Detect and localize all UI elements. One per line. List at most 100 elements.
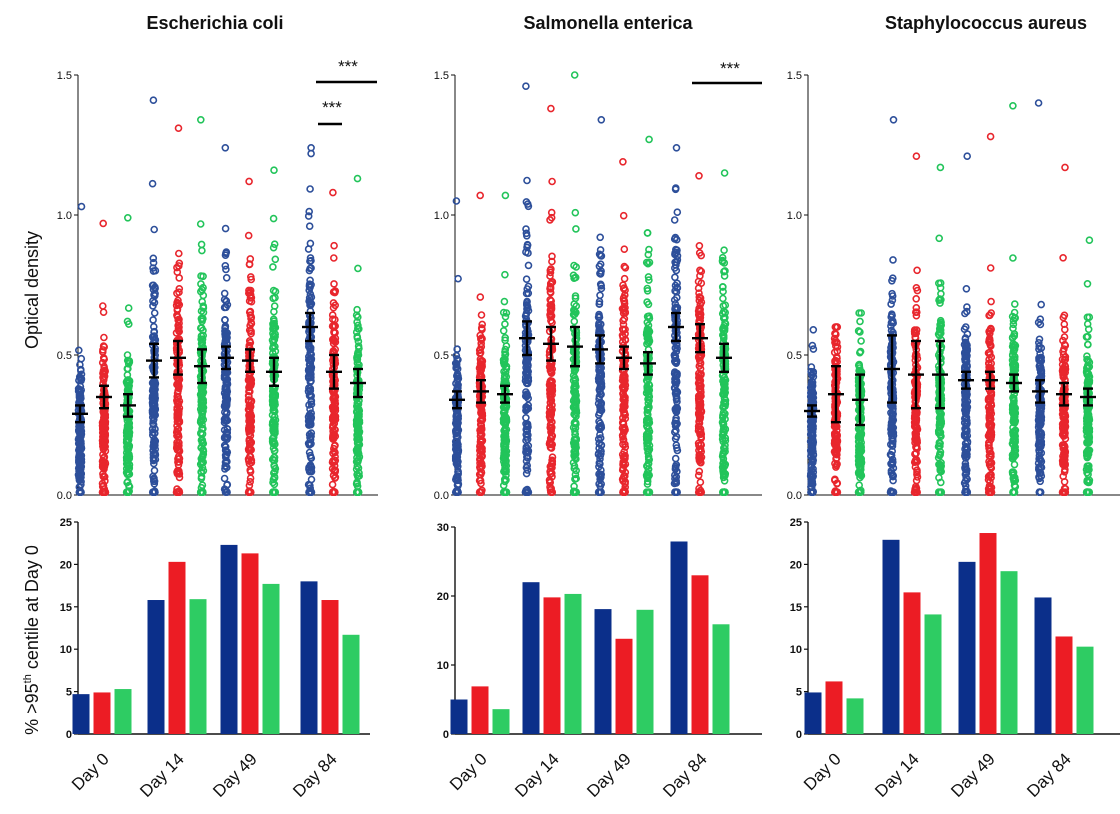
data-point [307,409,316,418]
data-point [963,443,971,452]
data-point [1060,467,1069,476]
data-point [77,375,86,383]
data-point [985,327,994,335]
data-point [197,240,206,249]
data-point [597,284,606,293]
data-point [99,302,107,310]
data-point [304,388,313,396]
data-point [124,304,133,312]
data-point [619,395,628,404]
data-point [476,191,485,200]
data-point [353,488,362,497]
data-point [269,315,278,324]
data-point [642,258,651,267]
data-point [476,293,485,301]
data-point [304,212,313,220]
data-point [220,289,229,298]
data-point [595,462,603,471]
data-point [912,435,921,444]
data-point [547,208,556,217]
data-point [355,344,363,353]
data-point [353,332,362,341]
data-point [223,425,232,434]
significance-label: *** [338,57,358,76]
data-point [913,266,921,275]
data-point [151,291,159,300]
data-point [620,424,629,432]
data-point [524,423,532,431]
data-point [269,416,278,425]
data-point [223,375,232,384]
data-point [809,471,817,480]
data-point [1060,340,1069,349]
data-point [545,381,554,389]
data-point [501,418,510,427]
data-point [269,294,278,303]
data-point [306,254,315,262]
data-point [547,313,555,321]
data-point [618,304,627,313]
data-point [269,286,278,295]
data-point [572,263,581,271]
data-point [475,446,484,455]
data-point [644,259,652,268]
data-point [962,348,970,356]
data-point [245,406,253,415]
data-point [887,459,896,468]
data-point [221,458,230,467]
data-point [269,439,277,448]
data-point [149,316,157,324]
data-point [594,450,603,459]
data-point [696,397,705,406]
data-point [329,488,338,497]
data-point [198,297,206,306]
data-point [477,479,485,488]
data-point [1035,451,1044,460]
data-point [246,291,255,299]
data-point [523,176,531,185]
data-point [245,337,254,345]
data-point [149,420,158,429]
data-point [307,370,315,378]
data-point [270,302,279,310]
data-point [502,342,511,350]
data-point [1035,427,1043,436]
data-point [222,433,230,442]
data-point [75,468,84,477]
data-point [570,488,579,497]
data-point [695,419,704,428]
data-point [963,152,972,160]
data-point [620,297,629,305]
data-point [986,395,995,404]
data-point [548,252,556,261]
data-point [452,197,461,205]
data-point [476,348,485,357]
data-point [618,347,627,356]
data-point [546,486,555,494]
data-point [75,447,84,455]
data-point [245,443,254,451]
data-point [670,351,679,360]
data-point [522,488,531,497]
data-point [963,344,971,353]
data-point [596,233,605,242]
y-axis-label-bottom: % >95th centile at Day 0 [22,545,42,735]
data-point [330,288,339,297]
data-point [620,486,629,495]
data-point [1059,427,1067,435]
data-point [721,345,730,354]
data-point [304,245,313,253]
data-point [522,198,531,206]
data-point [671,406,680,415]
data-point [807,452,815,461]
data-point [1060,311,1069,320]
data-point [672,144,681,152]
data-point [808,475,816,484]
data-point [269,320,278,329]
data-point [269,263,277,271]
data-point [522,82,530,90]
data-point [125,429,134,437]
data-point [501,333,510,342]
y-tick-label: 1.0 [434,210,449,222]
data-point [887,469,896,477]
